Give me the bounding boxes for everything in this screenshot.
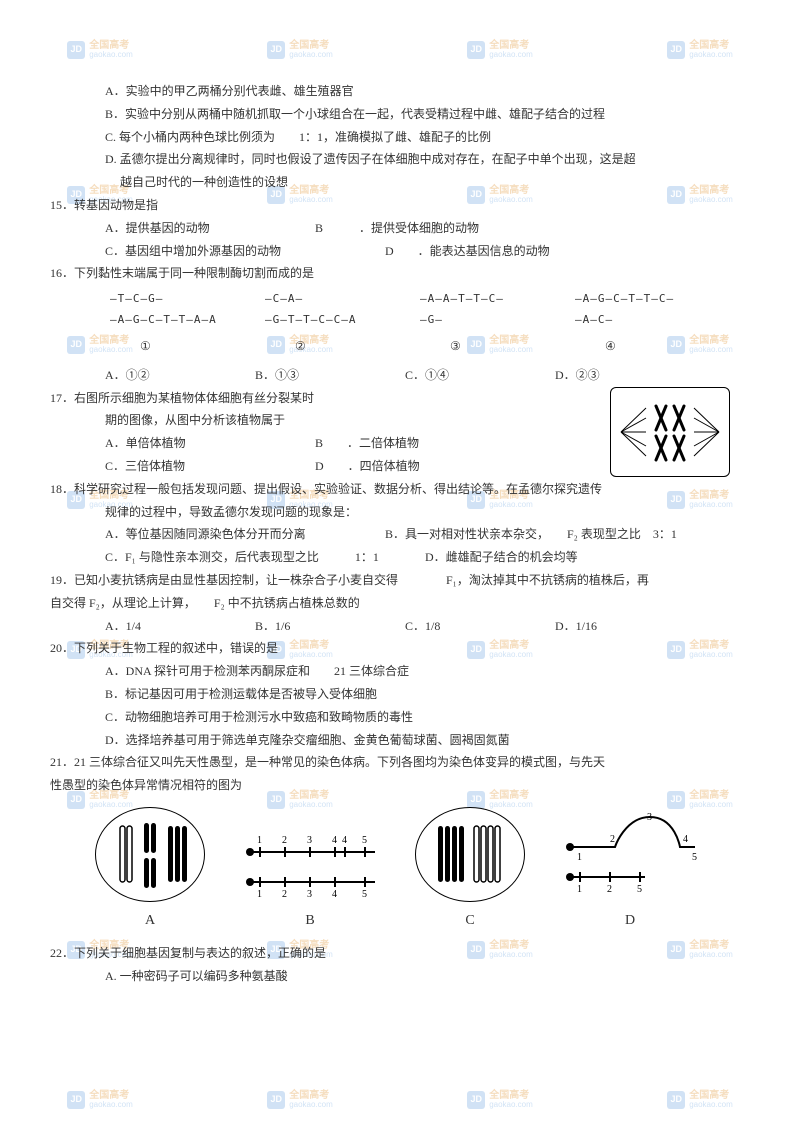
svg-text:5: 5 — [692, 852, 697, 863]
q22-a: A. 一种密码子可以编码多种氨基酸 — [105, 965, 750, 988]
svg-text:1: 1 — [577, 852, 582, 863]
svg-text:5: 5 — [362, 835, 367, 846]
q17-row1: A．单倍体植物 B ．二倍体植物 — [105, 432, 610, 455]
q18-c: C．F₁ 与隐性亲本测交，后代表现型之比 1：1 — [105, 546, 425, 569]
q17-c: C．三倍体植物 — [105, 455, 315, 478]
dna3b: —G— — [420, 310, 575, 331]
q21-stem1: 21．21 三体综合征又叫先天性愚型，是一种常见的染色体病。下列各图均为染色体变… — [50, 751, 750, 774]
q15-a: A．提供基因的动物 — [105, 217, 315, 240]
q21-stem2: 性愚型的染色体异常情况相符的图为 — [50, 774, 750, 797]
q16-dna-bot: —A—G—C—T—T—A—A —G—T—T—C—C—A —G— —A—C— — [110, 310, 750, 331]
q16-b: B．①③ — [255, 364, 405, 387]
q21-fig-c: C — [415, 807, 525, 935]
q21-label-c: C — [465, 908, 474, 935]
svg-text:5: 5 — [362, 889, 367, 900]
dna4b: —A—C— — [575, 310, 730, 331]
q18-d: D．雌雄配子结合的机会均等 — [425, 546, 578, 569]
q17-row2: C．三倍体植物 D ．四倍体植物 — [105, 455, 610, 478]
q20-stem: 20．下列关于生物工程的叙述中，错误的是 — [50, 637, 750, 660]
q19-stem2: 自交得 F₂，从理论上计算， F₂ 中不抗锈病占植株总数的 — [50, 592, 750, 615]
svg-text:3: 3 — [307, 835, 312, 846]
q21-label-a: A — [145, 908, 155, 935]
svg-text:3: 3 — [647, 812, 652, 823]
q20-c: C．动物细胞培养可用于检测污水中致癌和致畸物质的毒性 — [105, 706, 750, 729]
q16-a: A．①② — [105, 364, 255, 387]
svg-text:2: 2 — [282, 835, 287, 846]
dna2b: —G—T—T—C—C—A — [265, 310, 420, 331]
q19-a: A．1/4 — [105, 615, 255, 638]
dna2t: —C—A— — [265, 289, 420, 310]
dna1b: —A—G—C—T—T—A—A — [110, 310, 265, 331]
svg-text:5: 5 — [637, 884, 642, 895]
q18-stem1: 18．科学研究过程一般包括发现问题、提出假设、实验验证、数据分析、得出结论等。在… — [50, 478, 750, 501]
q16-c: C．①④ — [405, 364, 555, 387]
svg-text:3: 3 — [307, 889, 312, 900]
q18-row2: C．F₁ 与隐性亲本测交，后代表现型之比 1：1 D．雌雄配子结合的机会均等 — [105, 546, 750, 569]
q18-b: B．具一对相对性状亲本杂交， F₂ 表现型之比 3：1 — [385, 523, 677, 546]
svg-text:4: 4 — [683, 834, 688, 845]
q14-opt-d-cont: 越自己时代的一种创造性的设想 — [120, 171, 750, 194]
q21-fig-b: 123 445 123 45 B — [235, 827, 385, 935]
q19-d: D．1/16 — [555, 615, 705, 638]
svg-text:2: 2 — [282, 889, 287, 900]
q19-stem1: 19．已知小麦抗锈病是由显性基因控制，让一株杂合子小麦自交得 F₁，淘汰掉其中不… — [50, 569, 750, 592]
q18-row1: A．等位基因随同源染色体分开而分离 B．具一对相对性状亲本杂交， F₂ 表现型之… — [105, 523, 750, 546]
q14-opt-b: B．实验中分别从两桶中随机抓取一个小球组合在一起，代表受精过程中雌、雄配子结合的… — [105, 103, 750, 126]
dna4t: —A—G—C—T—T—C— — [575, 289, 730, 310]
svg-text:4: 4 — [332, 889, 337, 900]
lbl3: ③ — [420, 335, 575, 358]
q20-d: D．选择培养基可用于筛选单克隆杂交瘤细胞、金黄色葡萄球菌、圆褐固氮菌 — [105, 729, 750, 752]
q15-row1: A．提供基因的动物 B ．提供受体细胞的动物 — [105, 217, 750, 240]
q22-stem: 22．下列关于细胞基因复制与表达的叙述，正确的是 — [50, 942, 750, 965]
q15-d: D ．能表达基因信息的动物 — [385, 240, 550, 263]
q17-d: D ．四倍体植物 — [315, 455, 420, 478]
lbl2: ② — [265, 335, 420, 358]
q14-opt-c: C. 每个小桶内两种色球比例须为 1：1，准确模拟了雌、雄配子的比例 — [105, 126, 750, 149]
q20-a: A．DNA 探针可用于检测苯丙酮尿症和 21 三体综合症 — [105, 660, 750, 683]
q21-figures: A 1 2 3 — [80, 807, 720, 935]
q15-row2: C．基因组中增加外源基因的动物 D ．能表达基因信息的动物 — [105, 240, 750, 263]
q15-stem: 15．转基因动物是指 — [50, 194, 750, 217]
lbl1: ① — [110, 335, 265, 358]
q21-label-b: B — [305, 908, 314, 935]
q16-stem: 16．下列黏性末端属于同一种限制酶切割而成的是 — [50, 262, 750, 285]
q19-c: C．1/8 — [405, 615, 555, 638]
q17-b: B ．二倍体植物 — [315, 432, 419, 455]
q15-c: C．基因组中增加外源基因的动物 — [105, 240, 385, 263]
q17-wrap: 17．右图所示细胞为某植物体体细胞有丝分裂某时 期的图像，从图中分析该植物属于 … — [50, 387, 750, 478]
dna1t: —T—C—G— — [110, 289, 265, 310]
q16-labels: ① ② ③ ④ — [110, 335, 750, 358]
svg-text:2: 2 — [610, 834, 615, 845]
q17-stem2: 期的图像，从图中分析该植物属于 — [105, 409, 610, 432]
q18-stem2: 规律的过程中，导致孟德尔发现问题的现象是： — [105, 501, 750, 524]
q16-opts: A．①② B．①③ C．①④ D．②③ — [105, 364, 750, 387]
q17-figure — [610, 387, 730, 477]
q21-label-d: D — [625, 908, 635, 935]
dna3t: —A—A—T—T—C— — [420, 289, 575, 310]
exam-content: A．实验中的甲乙两桶分别代表雌、雄生殖器官 B．实验中分别从两桶中随机抓取一个小… — [50, 80, 750, 988]
q16-dna-top: —T—C—G— —C—A— —A—A—T—T—C— —A—G—C—T—T—C— — [110, 289, 750, 310]
q18-a: A．等位基因随同源染色体分开而分离 — [105, 523, 385, 546]
q21-fig-a: A — [95, 807, 205, 935]
q14-opt-a: A．实验中的甲乙两桶分别代表雌、雄生殖器官 — [105, 80, 750, 103]
q21-fig-d: 3 2 4 1 5 1 2 5 D — [555, 812, 705, 935]
lbl4: ④ — [575, 335, 730, 358]
svg-text:1: 1 — [257, 889, 262, 900]
q17-stem1: 17．右图所示细胞为某植物体体细胞有丝分裂某时 — [50, 387, 610, 410]
svg-text:4: 4 — [342, 835, 347, 846]
svg-text:4: 4 — [332, 835, 337, 846]
q20-b: B．标记基因可用于检测运载体是否被导入受体细胞 — [105, 683, 750, 706]
svg-text:1: 1 — [257, 835, 262, 846]
svg-text:1: 1 — [577, 884, 582, 895]
q15-b: B ．提供受体细胞的动物 — [315, 217, 479, 240]
q19-b: B．1/6 — [255, 615, 405, 638]
q19-opts: A．1/4 B．1/6 C．1/8 D．1/16 — [105, 615, 750, 638]
svg-text:2: 2 — [607, 884, 612, 895]
q16-d: D．②③ — [555, 364, 705, 387]
q17-a: A．单倍体植物 — [105, 432, 315, 455]
q14-opt-d: D. 孟德尔提出分离规律时，同时也假设了遗传因子在体细胞中成对存在，在配子中单个… — [105, 148, 750, 171]
